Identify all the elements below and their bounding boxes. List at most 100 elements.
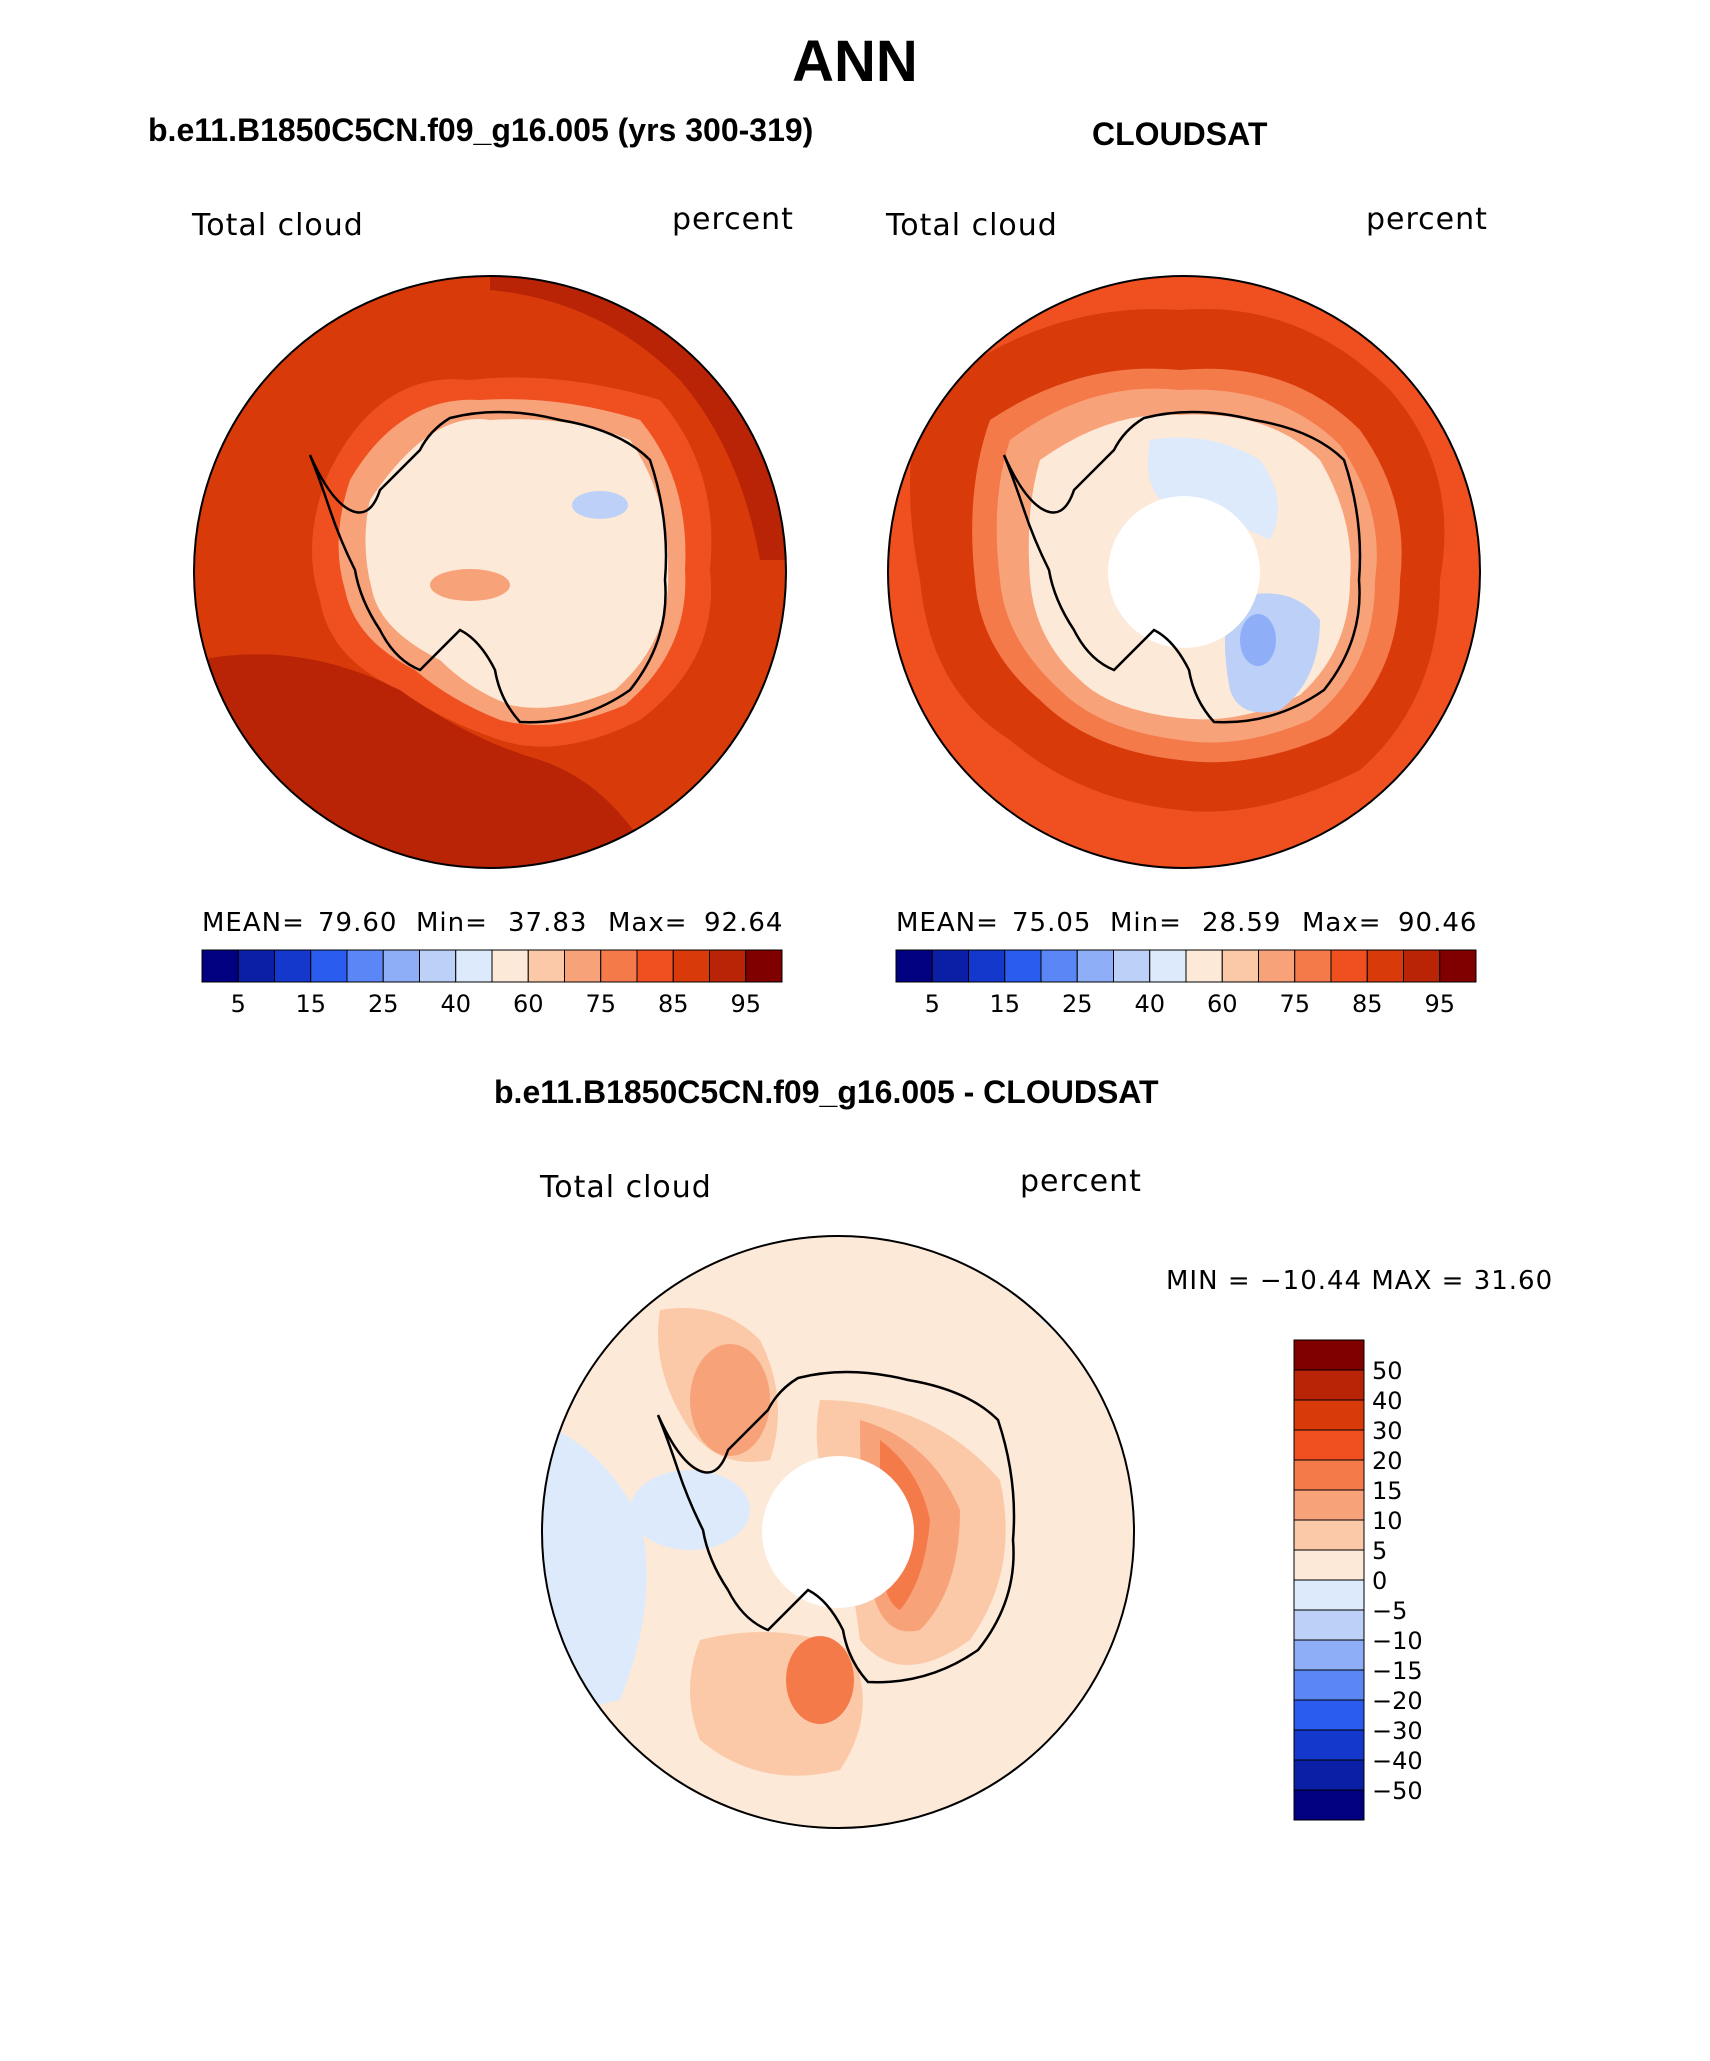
panel1-map-border	[193, 275, 787, 869]
panel1-blue-patch	[572, 491, 628, 519]
panel2-colorbar-swatch	[895, 949, 933, 983]
panel1-colorbar-tick-label: 95	[730, 990, 762, 1018]
panel3-colorbar-swatch	[1293, 1639, 1365, 1671]
panel3-colorbar-swatch	[1293, 1549, 1365, 1581]
panel2-blue-area-north	[1148, 437, 1278, 540]
panel3-colorbar-tick-label: −30	[1372, 1717, 1423, 1745]
panel1-colorbar-swatch	[201, 949, 239, 983]
panel1-continent-fill	[365, 419, 669, 708]
panel2-colorbar-tick-label: 95	[1424, 990, 1456, 1018]
panel2-colorbar-ticks: 5 15 25 40 60 75 85 95	[896, 990, 1476, 1020]
panel3-variable-label: Total cloud	[540, 1170, 712, 1205]
panel3-colorbar-tick-label: 0	[1372, 1567, 1388, 1595]
panel2-colorbar-tick-label: 25	[1061, 990, 1093, 1018]
panel1-min-value: 37.83	[508, 908, 588, 938]
panel2-colorbar-swatch	[1185, 949, 1223, 983]
panel3-colorbar-swatch	[1293, 1369, 1365, 1401]
panel3-colorbar-tick-label: −40	[1372, 1747, 1423, 1775]
panel1-colorbar-swatch	[346, 949, 384, 983]
panel3-colorbar-ticks: 50 40 30 20 15 10 5 0 −5 −10 −15 −20 −30 −40 −50	[1372, 1340, 1492, 1820]
panel3-colorbar-swatch	[1293, 1519, 1365, 1551]
panel3-colorbar	[1293, 1339, 1365, 1821]
panel2-colorbar-swatch	[1330, 949, 1368, 983]
panel1-colorbar-tick-label: 25	[367, 990, 399, 1018]
panel1-colorbar	[201, 949, 783, 983]
panel3-colorbar-tick-label: 10	[1372, 1507, 1403, 1535]
panel2-colorbar-swatch	[1004, 949, 1042, 983]
panel3-colorbar-tick-label: −20	[1372, 1687, 1423, 1715]
panel3-colorbar-swatch	[1293, 1669, 1365, 1701]
panel1-colorbar-tick-label: 15	[295, 990, 327, 1018]
panel1-mean-label: MEAN=	[202, 908, 305, 938]
panel2-colorbar-tick-label: 60	[1206, 990, 1238, 1018]
panel2-mean-value: 75.05	[1012, 908, 1092, 938]
panel1-subtitle: b.e11.B1850C5CN.f09_g16.005 (yrs 300-319…	[148, 112, 814, 148]
panel2-colorbar-swatch	[1076, 949, 1114, 983]
panel1-colorbar-tick-label: 5	[230, 990, 246, 1018]
panel2-units-label: percent	[1366, 202, 1488, 237]
panel2-colorbar-swatch	[1149, 949, 1187, 983]
panel1-colorbar-swatch	[382, 949, 420, 983]
panel3-colorbar-tick-label: 50	[1372, 1357, 1403, 1385]
panel2-mean-label: MEAN=	[896, 908, 999, 938]
panel2-colorbar-swatch	[1439, 949, 1477, 983]
panel2-subtitle: CLOUDSAT	[1092, 116, 1268, 152]
panel2-colorbar-tick-label: 40	[1134, 990, 1166, 1018]
panel1-colorbar-tick-label: 60	[512, 990, 544, 1018]
panel3-colorbar-tick-label: 30	[1372, 1417, 1403, 1445]
panel3-blue-pocket	[630, 1470, 750, 1550]
panel3-orange-north	[690, 1344, 770, 1456]
panel3-colorbar-tick-label: −50	[1372, 1777, 1423, 1805]
panel2-coastline	[1002, 410, 1362, 724]
panel3-colorbar-swatch	[1293, 1339, 1365, 1371]
panel3-red-south	[786, 1636, 854, 1724]
panel1-colorbar-swatch	[310, 949, 348, 983]
panel2-variable-label: Total cloud	[886, 208, 1058, 243]
panel3-minmax-label: MIN = −10.44 MAX = 31.60	[1166, 1266, 1554, 1296]
panel2-colorbar-tick-label: 15	[989, 990, 1021, 1018]
panel3-map-border	[541, 1235, 1135, 1829]
panel1-units-label: percent	[672, 202, 794, 237]
panel1-colorbar-swatch	[419, 949, 457, 983]
panel2-colorbar-swatch	[968, 949, 1006, 983]
panel3-colorbar-tick-label: 20	[1372, 1447, 1403, 1475]
panel1-colorbar-swatch	[600, 949, 638, 983]
panel2-max-label: Max=	[1302, 908, 1382, 938]
panel1-max-label: Max=	[608, 908, 688, 938]
panel2-min-label: Min=	[1110, 908, 1182, 938]
panel1-colorbar-swatch	[672, 949, 710, 983]
panel2-min-value: 28.59	[1202, 908, 1282, 938]
panel3-colorbar-swatch	[1293, 1609, 1365, 1641]
panel1-orange-patch	[430, 569, 510, 601]
panel3-colorbar-swatch	[1293, 1759, 1365, 1791]
panel1-variable-label: Total cloud	[192, 208, 364, 243]
panel3-colorbar-swatch	[1293, 1399, 1365, 1431]
panel2-colorbar-swatch	[1221, 949, 1259, 983]
panel3-colorbar-tick-label: −15	[1372, 1657, 1423, 1685]
panel1-min-label: Min=	[416, 908, 488, 938]
panel2-deep-blue-patch	[1240, 614, 1276, 666]
panel3-colorbar-tick-label: 40	[1372, 1387, 1403, 1415]
panel1-mean-value: 79.60	[318, 908, 398, 938]
panel2-colorbar-swatch	[1294, 949, 1332, 983]
panel3-colorbar-swatch	[1293, 1489, 1365, 1521]
panel3-missing-pole	[762, 1456, 914, 1608]
panel2-colorbar	[895, 949, 1477, 983]
panel3-units-label: percent	[1020, 1164, 1142, 1199]
panel2-colorbar-tick-label: 85	[1351, 990, 1383, 1018]
panel3-colorbar-swatch	[1293, 1789, 1365, 1821]
panel1-colorbar-tick-label: 40	[440, 990, 472, 1018]
panel2-colorbar-swatch	[1258, 949, 1296, 983]
panel2-colorbar-tick-label: 75	[1279, 990, 1311, 1018]
panel3-colorbar-swatch	[1293, 1429, 1365, 1461]
panel2-colorbar-swatch	[931, 949, 969, 983]
panel3-colorbar-tick-label: 15	[1372, 1477, 1403, 1505]
panel3-colorbar-swatch	[1293, 1699, 1365, 1731]
panel1-colorbar-swatch	[237, 949, 275, 983]
panel1-max-value: 92.64	[704, 908, 784, 938]
panel3-colorbar-tick-label: −10	[1372, 1627, 1423, 1655]
panel3-subtitle: b.e11.B1850C5CN.f09_g16.005 - CLOUDSAT	[494, 1074, 1159, 1110]
